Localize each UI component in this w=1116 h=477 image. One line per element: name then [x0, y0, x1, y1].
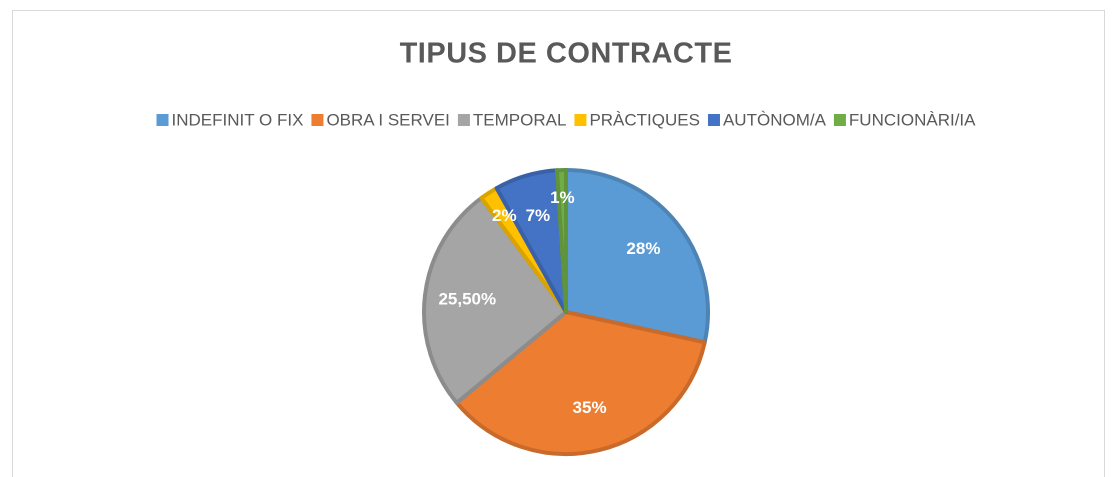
legend-swatch: [156, 114, 169, 126]
data-label: 2%: [492, 206, 517, 225]
legend-label: INDEFINIT O FIX: [172, 110, 304, 129]
chart-title: TIPUS DE CONTRACTE: [400, 38, 733, 70]
data-label: 35%: [573, 398, 607, 417]
pie-slice: [564, 168, 710, 345]
legend-swatch: [707, 114, 720, 126]
legend-label: TEMPORAL: [473, 110, 567, 129]
legend: INDEFINIT O FIX OBRA I SERVEI TEMPORAL PRÀC…: [156, 110, 976, 129]
pie-slice: [454, 310, 707, 456]
pie-slice: [422, 195, 568, 405]
legend-swatch: [833, 114, 846, 126]
legend-swatch: [311, 114, 324, 126]
legend-swatch: [574, 114, 587, 126]
data-label: 1%: [550, 188, 575, 207]
data-label: 7%: [526, 206, 551, 225]
pie: 28% 35% 25,50% 2% 7%1%: [422, 168, 710, 456]
legend-swatch: [457, 114, 470, 126]
legend-label: OBRA I SERVEI: [326, 110, 449, 129]
data-label: 25,50%: [438, 290, 496, 309]
legend-label: AUTÒNOM/A: [723, 110, 827, 129]
pie-slice: [554, 168, 568, 314]
legend-label: PRÀCTIQUES: [589, 110, 700, 129]
legend-label: FUNCIONÀRI/IA: [849, 110, 976, 129]
data-label: 28%: [626, 239, 660, 258]
